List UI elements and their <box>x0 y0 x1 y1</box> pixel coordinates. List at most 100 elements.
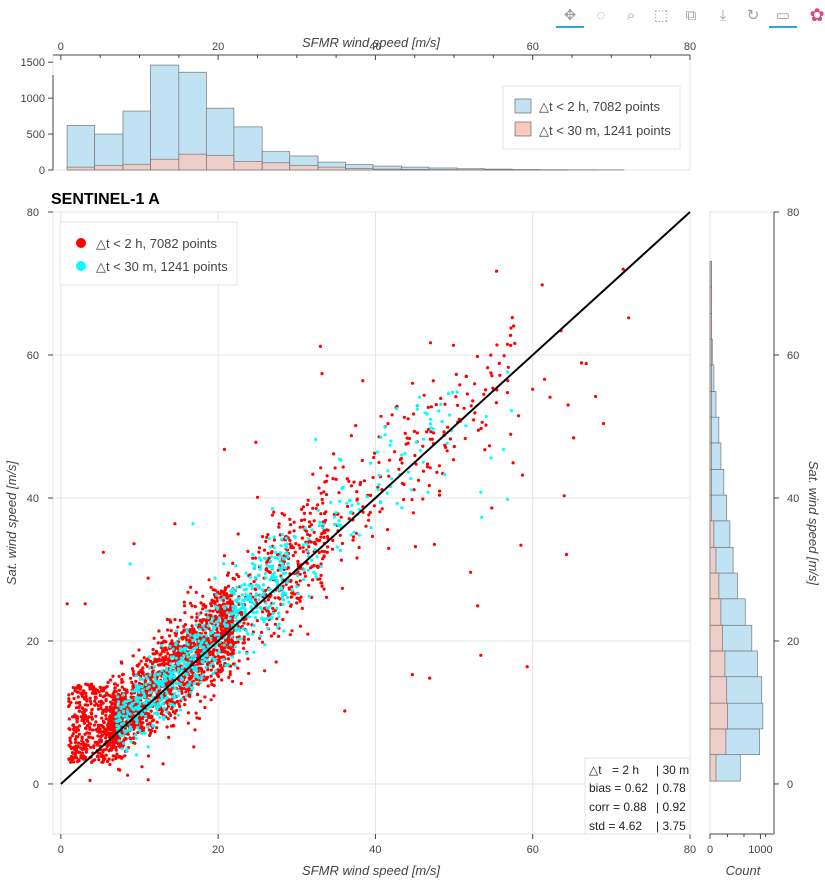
scatter-point-red <box>368 493 373 497</box>
scatter-point-red <box>99 706 103 710</box>
scatter-point-cyan <box>211 661 215 666</box>
scatter-point-cyan <box>160 669 164 673</box>
scatter-point-cyan <box>222 595 226 600</box>
scatter-point-cyan <box>250 587 254 591</box>
scatter-point-red <box>340 541 344 546</box>
scatter-point-red <box>405 436 409 440</box>
scatter-point-red <box>110 709 114 713</box>
scatter-point-red <box>355 498 359 502</box>
scatter-point-red <box>117 674 121 679</box>
lasso-select-icon[interactable]: ◌ <box>596 6 606 24</box>
scatter-point-cyan <box>275 578 279 583</box>
scatter-point-cyan <box>231 604 235 608</box>
scatter-point-cyan <box>281 598 286 602</box>
scatter-point-red <box>406 417 410 421</box>
scatter-point-cyan <box>395 501 399 505</box>
scatter-point-red <box>265 560 269 565</box>
scatter-point-cyan <box>213 645 217 649</box>
scatter-point-red <box>505 342 509 346</box>
scatter-point-red <box>159 711 163 716</box>
scatter-point-cyan <box>156 680 160 684</box>
scatter-point-red <box>73 740 78 745</box>
scatter-point-red <box>154 649 159 654</box>
box-select-icon[interactable]: ⬚ <box>653 7 669 24</box>
save-icon[interactable]: ⤓ <box>719 6 727 24</box>
scatter-point-cyan <box>489 456 493 460</box>
reset-icon[interactable]: ↻ <box>746 7 760 24</box>
scatter-point-red <box>579 361 584 365</box>
scatter-point-red <box>81 757 85 761</box>
scatter-point-cyan <box>418 448 423 453</box>
scatter-point-red <box>451 343 455 347</box>
scatter-point-cyan <box>193 654 197 658</box>
scatter-point-red <box>399 456 403 461</box>
scatter-point-cyan <box>243 583 247 587</box>
scatter-point-red <box>411 412 416 416</box>
scatter-point-cyan <box>115 727 119 731</box>
scatter-point-red <box>110 706 114 710</box>
scatter-point-red <box>72 696 76 701</box>
scatter-point-red <box>209 668 213 672</box>
scatter-point-red <box>316 503 320 507</box>
scatter-point-red <box>91 685 96 689</box>
scatter-point-red <box>298 546 302 550</box>
scatter-point-red <box>111 754 115 758</box>
scatter-point-red <box>272 510 276 514</box>
scatter-point-red <box>484 388 488 392</box>
right-hist-bar-red <box>709 364 712 392</box>
scatter-point-cyan <box>188 680 192 684</box>
scatter-point-cyan <box>276 625 280 629</box>
scatter-point-red <box>494 401 498 405</box>
scatter-point-cyan <box>258 567 262 571</box>
scatter-point-red <box>209 585 213 589</box>
right-hist-bar-red <box>709 520 715 548</box>
scatter-point-red <box>266 533 270 537</box>
scatter-point-red <box>351 538 355 542</box>
scatter-point-red <box>475 354 479 359</box>
scatter-point-cyan <box>231 607 235 611</box>
scatter-point-cyan <box>357 508 361 512</box>
bokeh-logo-icon[interactable]: ✿ <box>809 4 825 25</box>
top-hist-bar-red <box>94 165 124 171</box>
box-edit-icon[interactable]: ⧉ <box>685 6 697 24</box>
hover-icon[interactable]: ▭ <box>769 4 797 28</box>
scatter-point-cyan <box>176 694 180 698</box>
scatter-point-cyan <box>222 562 226 566</box>
scatter-point-cyan <box>280 537 284 541</box>
scatter-point-red <box>113 686 117 690</box>
pan-icon[interactable]: ✥ <box>556 4 584 28</box>
scatter-point-cyan <box>445 441 449 445</box>
scatter-point-red <box>293 550 297 554</box>
scatter-point-cyan <box>506 370 510 374</box>
scatter-point-cyan <box>163 676 167 680</box>
scatter-point-red <box>572 436 576 440</box>
scatter-point-red <box>228 670 232 674</box>
scatter-point-red <box>251 556 255 560</box>
scatter-point-red <box>230 631 235 635</box>
scatter-point-cyan <box>448 413 452 417</box>
scatter-point-red <box>469 570 473 574</box>
scatter-point-cyan <box>116 704 120 708</box>
scatter-point-red <box>109 748 113 752</box>
scatter-point-red <box>182 600 186 604</box>
scatter-point-red <box>264 539 268 544</box>
scatter-point-red <box>132 542 136 546</box>
scatter-point-red <box>303 574 308 578</box>
scatter-point-cyan <box>264 601 268 605</box>
scatter-point-cyan <box>506 497 510 501</box>
scatter-point-red <box>190 604 194 608</box>
scatter-point-red <box>463 436 467 441</box>
top-y-tick-label: 0 <box>39 165 45 177</box>
scatter-point-red <box>190 615 194 619</box>
scatter-point-red <box>331 538 335 543</box>
scatter-point-red <box>149 709 153 713</box>
scatter-point-cyan <box>125 749 129 754</box>
scatter-point-cyan <box>197 613 201 617</box>
scatter-point-red <box>305 503 309 507</box>
scatter-point-red <box>83 602 87 606</box>
scatter-point-red <box>246 549 250 554</box>
scatter-point-red <box>95 688 100 692</box>
top-hist-bar-red <box>317 166 346 171</box>
zoom-box-icon[interactable]: ⌕ <box>626 6 636 24</box>
scatter-point-red <box>511 461 515 465</box>
